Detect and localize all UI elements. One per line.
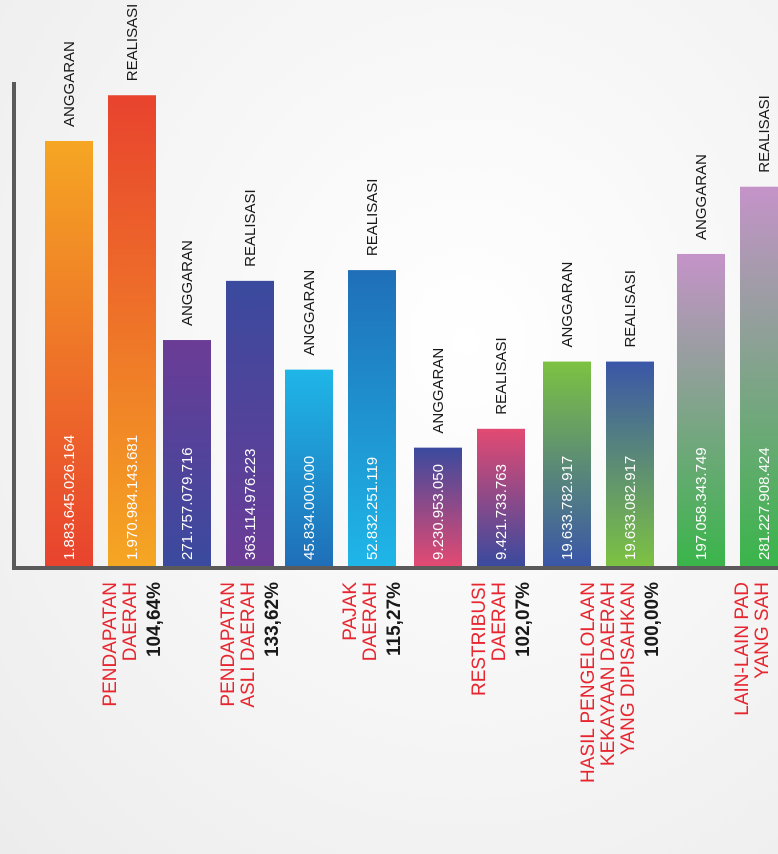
- category-label-1-1: ASLI DAERAH: [238, 582, 259, 708]
- series-label-anggaran-0: ANGGARAN: [61, 41, 78, 127]
- category-label-2-1: DAERAH: [360, 582, 381, 661]
- value-label-anggaran-2: 45.834.000.000: [301, 456, 318, 560]
- bar-realisasi-3: [477, 428, 525, 566]
- series-label-realisasi-4: REALISASI: [622, 270, 639, 348]
- bar-realisasi-2: [348, 270, 396, 566]
- bar-realisasi-0: [108, 95, 156, 566]
- category-label-5-0: LAIN-LAIN PAD: [732, 582, 753, 716]
- percentage-label-1: 133,62%: [262, 582, 283, 657]
- series-label-anggaran-1: ANGGARAN: [179, 240, 196, 326]
- bar-anggaran-5: [677, 253, 725, 566]
- category-label-2-0: PAJAK: [340, 582, 361, 641]
- series-label-anggaran-2: ANGGARAN: [301, 270, 318, 356]
- bar-realisasi-5: [740, 186, 778, 566]
- category-label-3-1: DAERAH: [489, 582, 510, 661]
- series-label-realisasi-2: REALISASI: [364, 179, 381, 257]
- series-label-anggaran-5: ANGGARAN: [693, 154, 710, 240]
- series-label-anggaran-3: ANGGARAN: [430, 348, 447, 434]
- category-label-4-1: KEKAYAAN DAERAH: [598, 582, 619, 766]
- bar-anggaran-0: [45, 140, 93, 567]
- category-label-0-0: PENDAPATAN: [100, 582, 121, 707]
- category-label-4-2: YANG DIPISAHKAN: [618, 582, 639, 755]
- category-label-0-1: DAERAH: [120, 582, 141, 661]
- bar-anggaran-1: [163, 340, 211, 566]
- value-label-realisasi-5: 281.227.908.424: [756, 447, 773, 560]
- value-label-realisasi-1: 363.114.976.223: [242, 449, 259, 561]
- percentage-label-5: 142,71%: [776, 582, 778, 657]
- category-label-4-0: HASIL PENGELOLAAN: [578, 582, 599, 783]
- percentage-label-4: 100,00%: [642, 582, 663, 657]
- percentage-label-2: 115,27%: [384, 582, 405, 656]
- labels-layer: 1.883.645.026.164 ANGGARAN 1.970.984.143.6…: [61, 4, 773, 560]
- bar-anggaran-2: [285, 369, 333, 566]
- series-label-realisasi-0: REALISASI: [124, 4, 141, 82]
- value-label-anggaran-5: 197.058.343.749: [693, 447, 710, 560]
- value-label-realisasi-2: 52.832.251.119: [364, 457, 381, 560]
- percentage-label-3: 102,07%: [513, 582, 534, 657]
- value-label-anggaran-0: 1.883.645.026.164: [61, 435, 78, 560]
- categories-layer: 104,64%PENDAPATAN DAERAH 133,62%PENDAPATAN…: [100, 582, 778, 783]
- value-label-realisasi-3: 9.421.733.763: [493, 464, 510, 560]
- percentage-label-0: 104,64%: [144, 582, 165, 657]
- series-label-anggaran-4: ANGGARAN: [559, 262, 576, 348]
- value-label-realisasi-4: 19.633.082.917: [622, 456, 639, 560]
- category-label-5-1: YANG SAH: [752, 582, 773, 679]
- series-label-realisasi-3: REALISASI: [493, 337, 510, 415]
- bar-realisasi-1: [226, 280, 274, 566]
- series-label-realisasi-1: REALISASI: [242, 189, 259, 267]
- bar-realisasi-4: [606, 361, 654, 566]
- category-label-1-0: PENDAPATAN: [218, 582, 239, 707]
- bars-layer: [45, 95, 778, 567]
- category-label-3-0: RESTRIBUSI: [469, 582, 490, 696]
- value-label-anggaran-1: 271.757.079.716: [179, 447, 196, 560]
- value-label-anggaran-4: 19.633.782.917: [559, 456, 576, 560]
- bar-anggaran-4: [543, 361, 591, 566]
- value-label-realisasi-0: 1.970.984.143.681: [124, 435, 141, 560]
- bar-anggaran-3: [414, 447, 462, 566]
- series-label-realisasi-5: REALISASI: [756, 95, 773, 173]
- value-label-anggaran-3: 9.230.953.050: [430, 464, 447, 560]
